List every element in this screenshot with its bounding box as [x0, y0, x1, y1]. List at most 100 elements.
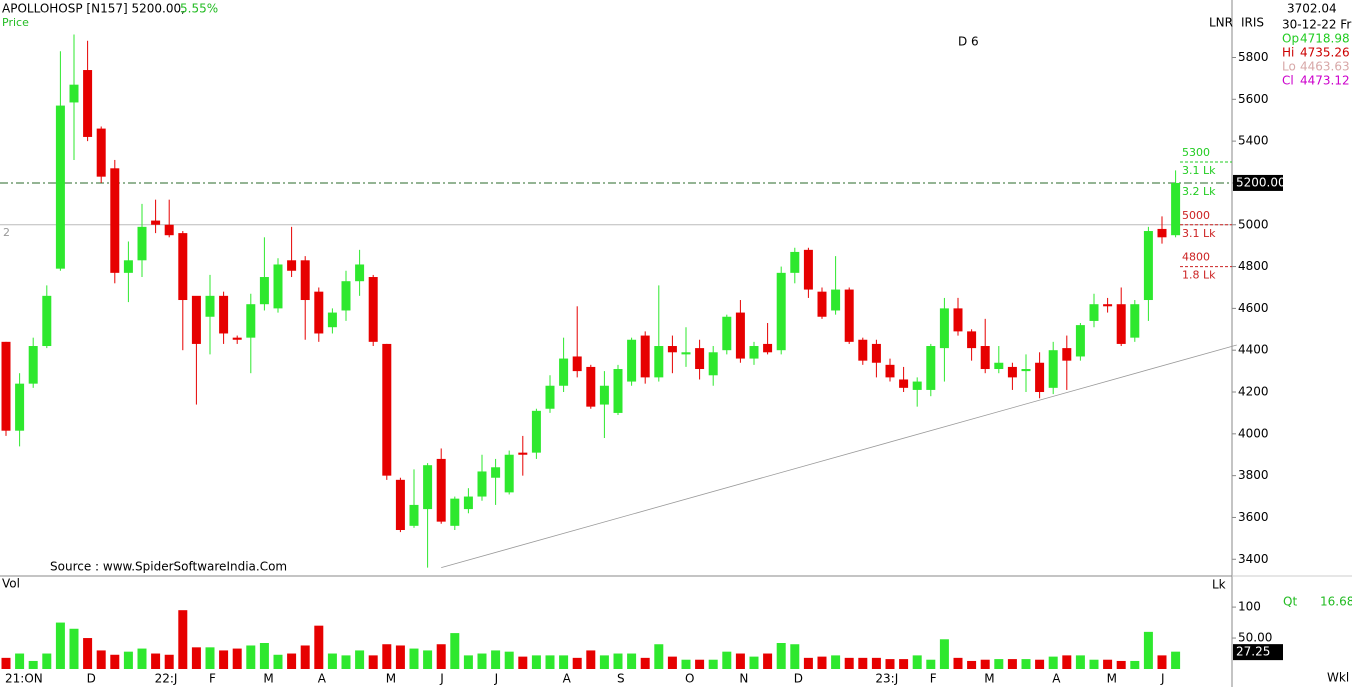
- info-value: 4735.26: [1300, 46, 1350, 60]
- volume-bar: [1062, 655, 1072, 669]
- y-tick-label: 4800: [1238, 259, 1269, 273]
- candle-body: [327, 312, 337, 328]
- candle-body: [450, 498, 460, 526]
- candle-body: [1089, 304, 1099, 321]
- candle-body: [545, 385, 555, 409]
- candle-body: [613, 369, 623, 413]
- level-label: 5000: [1182, 209, 1210, 222]
- candle-body: [1143, 231, 1153, 301]
- candle-body: [1103, 304, 1113, 307]
- volume-bar: [314, 625, 324, 669]
- volume-bar: [15, 653, 25, 669]
- volume-bar: [858, 657, 868, 669]
- level-label: 4800: [1182, 251, 1210, 264]
- x-tick-label: 21:ON: [5, 672, 43, 686]
- volume-label: Vol: [2, 577, 20, 591]
- volume-bar: [151, 653, 161, 669]
- volume-bar: [409, 648, 419, 669]
- candle-body: [586, 366, 596, 407]
- candle-body: [368, 277, 378, 342]
- candle-body: [1007, 366, 1017, 378]
- candle-body: [314, 291, 324, 334]
- candle-body: [436, 458, 446, 522]
- volume-bar: [1103, 659, 1113, 669]
- candle-body: [531, 410, 541, 453]
- info-value: 4718.98: [1300, 32, 1350, 46]
- volume-bar: [681, 659, 691, 669]
- candle-body: [749, 346, 759, 359]
- volume-bar: [654, 644, 664, 669]
- x-tick-label: F: [930, 672, 937, 686]
- candle-body: [151, 220, 161, 225]
- volume-bar: [1130, 660, 1140, 669]
- volume-bar: [1143, 631, 1153, 669]
- volume-tick-label: 50.00: [1238, 631, 1272, 645]
- level-label: 5300: [1182, 146, 1210, 159]
- candle-body: [55, 105, 65, 269]
- candle-body: [967, 331, 977, 349]
- candle-body: [15, 383, 25, 431]
- candle-body: [178, 233, 188, 301]
- candle-body: [491, 467, 501, 478]
- candle-body: [559, 358, 569, 386]
- info-label: Cl: [1282, 74, 1294, 88]
- last-volume-label: 27.25: [1236, 645, 1270, 659]
- pane-label: Price: [2, 16, 29, 29]
- candle-body: [654, 346, 664, 378]
- volume-bar: [1048, 656, 1058, 669]
- volume-bar: [776, 643, 786, 669]
- change: 5.55%: [180, 2, 218, 16]
- candle-body: [205, 295, 215, 317]
- volume-bar: [137, 648, 147, 669]
- y-tick-label: 3400: [1238, 552, 1269, 566]
- x-tick-label: J: [1160, 672, 1165, 686]
- volume-bar: [28, 660, 38, 669]
- candle-body: [395, 479, 405, 531]
- candle-body: [667, 346, 677, 353]
- qt-value: 16.68: [1320, 595, 1352, 609]
- volume-bar: [463, 655, 473, 669]
- volume-bar: [559, 655, 569, 669]
- candle-body: [640, 335, 650, 378]
- volume-bar: [613, 653, 623, 669]
- candle-body: [871, 343, 881, 363]
- y-tick-label: 4200: [1238, 385, 1269, 399]
- volume-bar: [994, 659, 1004, 669]
- volume-bar: [926, 659, 936, 669]
- candle-body: [735, 312, 745, 359]
- volume-bar: [1021, 659, 1031, 669]
- candle-body: [1171, 182, 1181, 236]
- volume-bar: [817, 656, 827, 669]
- volume-bar: [831, 655, 841, 669]
- volume-bar: [341, 655, 351, 669]
- candle-body: [885, 364, 895, 378]
- volume-bar: [953, 657, 963, 669]
- source: Source : www.SpiderSoftwareIndia.Com: [50, 560, 287, 574]
- candle-body: [232, 337, 242, 340]
- y-tick-label: 5600: [1238, 92, 1269, 106]
- volume-bar: [55, 622, 65, 669]
- candle-body: [382, 343, 392, 476]
- candle-body: [137, 226, 147, 261]
- candle-body: [926, 346, 936, 390]
- x-tick-label: O: [685, 672, 694, 686]
- info-value: 4463.63: [1300, 60, 1350, 74]
- x-tick-label: S: [617, 672, 625, 686]
- candle-body: [287, 260, 297, 271]
- volume-bar: [219, 650, 229, 669]
- volume-bar: [735, 653, 745, 669]
- volume-bar: [205, 647, 215, 669]
- volume-bar: [491, 650, 501, 669]
- volume-bar: [586, 650, 596, 669]
- y-tick-label: 5000: [1238, 217, 1269, 231]
- level-volume: 3.1 Lk: [1182, 227, 1216, 240]
- level-volume: 1.8 Lk: [1182, 269, 1216, 282]
- candle-body: [722, 316, 732, 351]
- info-label: Op: [1282, 32, 1299, 46]
- candle-body: [695, 348, 705, 370]
- volume-bar: [123, 651, 133, 669]
- y-tick-label: 4400: [1238, 343, 1269, 357]
- trendline: [441, 344, 1237, 569]
- volume-bar: [1089, 659, 1099, 669]
- volume-bar: [912, 655, 922, 669]
